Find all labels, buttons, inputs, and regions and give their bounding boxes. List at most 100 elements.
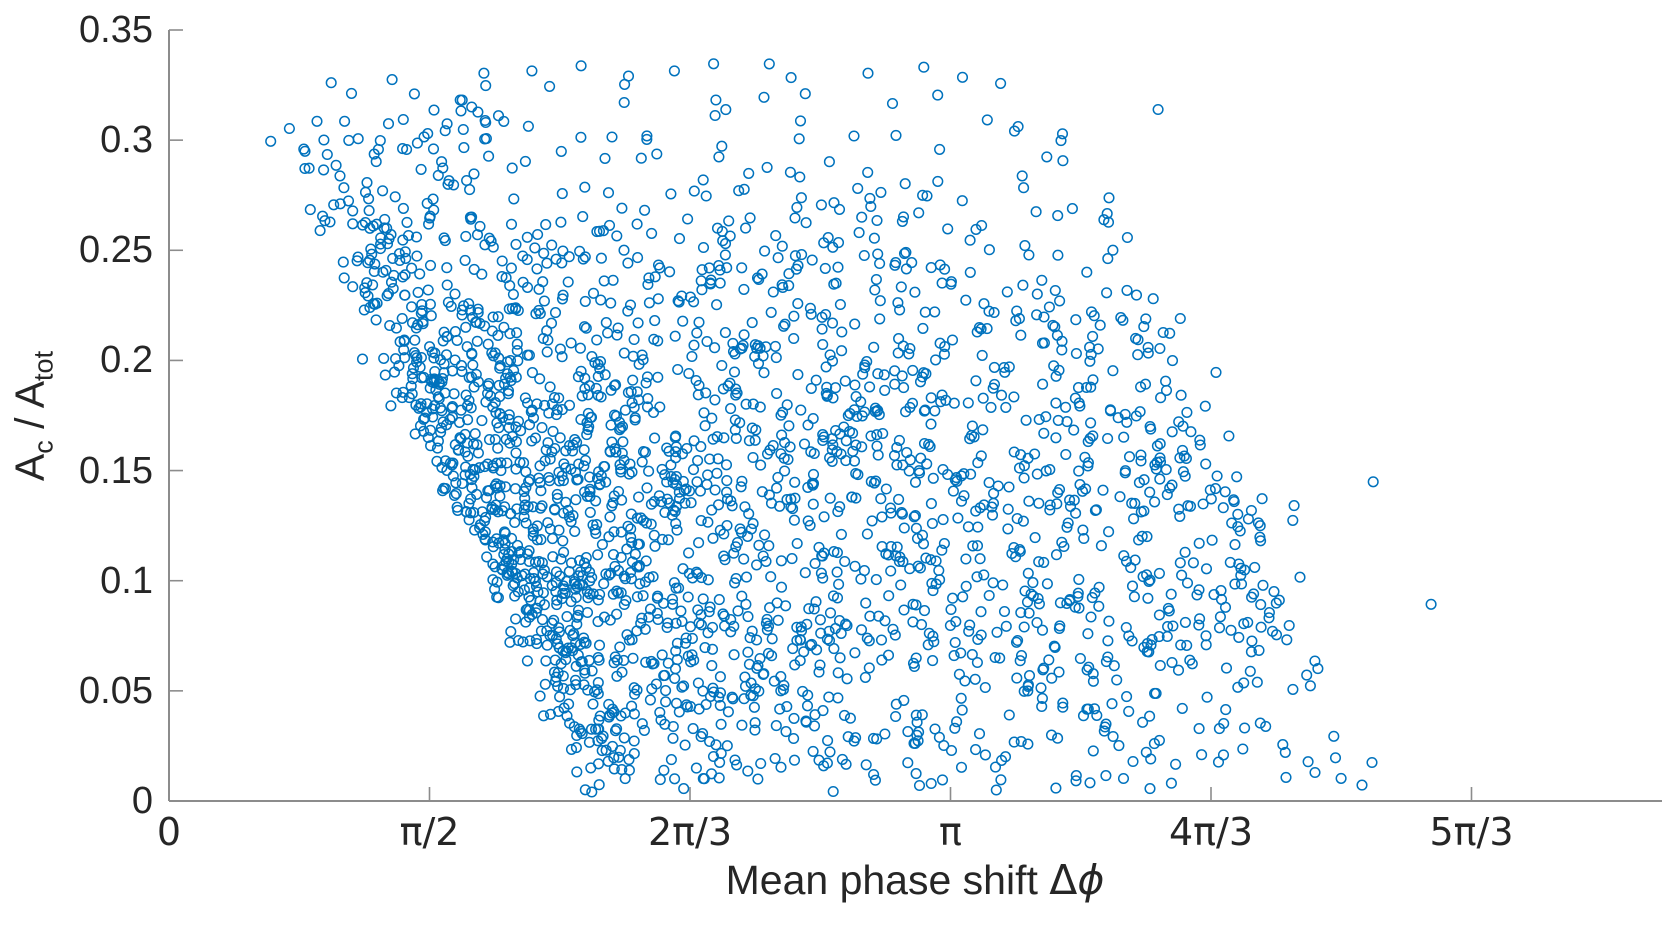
data-point [544,381,556,393]
data-point [487,311,499,323]
data-point [507,288,519,300]
data-point [526,404,538,416]
data-point [598,275,610,287]
y-tick-label: 0.2 [100,339,153,382]
data-point [493,379,505,391]
data-point [547,551,559,563]
data-point [548,392,561,404]
y-tick-label: 0.15 [79,449,153,492]
data-point [649,432,661,444]
data-point [492,110,505,122]
data-point [788,332,800,345]
data-point [524,635,536,647]
data-point [1244,665,1256,677]
data-point [842,410,854,422]
data-point [798,438,811,450]
data-point [338,272,350,284]
data-point [474,317,486,329]
data-point [1260,720,1272,732]
data-point [740,222,752,234]
data-point [559,587,571,599]
data-point [1003,709,1015,721]
data-point [1150,463,1162,475]
data-point [358,304,370,316]
data-point [907,364,919,376]
data-point [1101,287,1113,299]
data-point [397,113,409,126]
data-point [579,251,591,263]
data-point [748,701,760,713]
data-point [967,540,979,552]
data-point [874,313,886,325]
data-point [523,476,535,488]
data-point [537,587,549,599]
data-point [361,177,373,189]
data-point [702,469,714,481]
data-point [549,442,561,455]
data-point [1031,617,1043,629]
data-point [1167,620,1179,632]
data-point [903,465,915,477]
data-point [1103,615,1115,627]
data-point [328,199,340,211]
data-point [745,677,757,689]
data-point [749,717,761,729]
data-point [769,340,781,352]
data-point [512,415,525,427]
data-point [614,641,626,653]
data-point [891,541,903,553]
data-point [700,387,712,399]
data-point [918,61,930,73]
data-point [569,674,582,686]
data-point [861,632,873,644]
data-point [1226,517,1238,529]
data-point [555,145,567,157]
data-point [1254,520,1266,532]
data-point [572,371,584,383]
data-point [464,184,476,196]
data-point [926,517,938,530]
data-point [478,67,490,79]
data-point [363,205,375,217]
data-point [618,732,630,744]
data-point [734,417,746,429]
data-point [839,555,851,568]
data-point [907,657,920,669]
data-point [1165,588,1177,600]
data-point [686,350,698,363]
data-point [714,699,726,711]
data-point [1184,500,1197,512]
data-point [821,757,833,769]
data-point [1206,534,1218,546]
data-point [647,571,659,583]
data-point [649,315,661,327]
data-point [975,450,987,462]
data-point [428,204,440,216]
data-point [1235,569,1247,581]
data-point [1047,319,1059,331]
data-point [527,530,539,542]
data-point [652,371,664,383]
data-point [416,298,428,311]
data-point [1161,489,1173,501]
data-point [434,402,446,414]
data-point [897,459,909,471]
data-point [1238,677,1250,689]
data-point [362,290,374,302]
data-point [1056,536,1068,548]
data-point [858,249,870,262]
data-point [852,182,864,194]
data-point [844,712,856,724]
data-point [1218,717,1230,730]
data-point [436,156,448,168]
data-point [387,252,399,264]
data-point [654,401,666,413]
data-point [880,483,892,495]
data-point [1123,451,1136,463]
data-point [444,413,456,425]
data-point [655,714,667,726]
data-point [564,717,576,729]
data-point [367,220,379,232]
data-point [584,575,596,587]
data-point [986,501,998,513]
